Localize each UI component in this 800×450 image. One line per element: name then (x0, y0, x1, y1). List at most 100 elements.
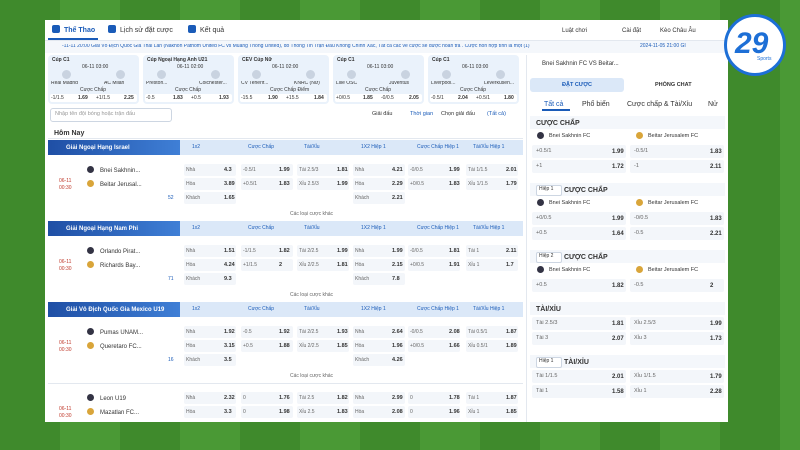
odds-cell[interactable] (353, 340, 405, 352)
odds-value[interactable]: 1.51 (224, 248, 235, 254)
odds-cell[interactable] (466, 340, 518, 352)
odds-value[interactable]: 1.85 (337, 343, 348, 349)
side-tab-active[interactable] (530, 78, 624, 92)
odds-value[interactable]: 2.01 (612, 374, 624, 380)
odds-value[interactable]: 1.83 (710, 216, 722, 222)
odds-value[interactable]: 1.81 (612, 321, 624, 327)
filter-choose[interactable]: Chọn giải đấu (441, 111, 475, 117)
odds-cell[interactable] (466, 326, 518, 338)
odds-cell[interactable] (241, 259, 293, 271)
odds-value[interactable]: 1.92 (279, 329, 290, 335)
nav-tab[interactable]: Kết quả (200, 27, 225, 34)
odds-cell[interactable] (408, 178, 460, 190)
odds-value[interactable]: 7.8 (392, 276, 400, 282)
league-header[interactable] (48, 221, 180, 236)
odds-cell[interactable] (532, 145, 626, 158)
odds-cell[interactable] (408, 340, 460, 352)
odds-value[interactable]: 1.99 (449, 167, 460, 173)
odds-cell[interactable] (408, 245, 460, 257)
odds-cell[interactable] (532, 279, 626, 292)
search-box[interactable] (50, 108, 172, 122)
odds-value[interactable]: 1.83 (279, 181, 290, 187)
odds-cell[interactable] (353, 164, 405, 176)
odds-cell[interactable] (184, 340, 236, 352)
odds-cell[interactable] (184, 245, 236, 257)
more-bets[interactable]: Các loại cược khác (290, 211, 334, 217)
odds-value[interactable]: 2.15 (392, 262, 403, 268)
odds-cell[interactable] (353, 259, 405, 271)
odds-value[interactable]: 1.99 (710, 321, 722, 327)
odds-cell[interactable] (297, 245, 349, 257)
market-header[interactable] (530, 302, 725, 315)
more-bets[interactable]: Các loại cược khác (290, 292, 334, 298)
odds-value[interactable]: 1.7 (506, 262, 514, 268)
odds-value[interactable]: 1.83 (337, 409, 348, 415)
filter-sort[interactable]: Giải đấu (372, 111, 393, 117)
odds-cell[interactable] (532, 332, 626, 345)
side-subtab[interactable]: Tất cả (544, 101, 564, 108)
market-count[interactable]: 16 (168, 357, 174, 363)
nav-link[interactable]: Luật chơi (562, 28, 587, 34)
odds-cell[interactable] (466, 178, 518, 190)
odds-cell[interactable] (353, 273, 405, 285)
odds-cell[interactable] (630, 227, 724, 240)
odds-cell[interactable] (532, 227, 626, 240)
odds-value[interactable]: 1.87 (506, 395, 517, 401)
nav-tab[interactable]: Thể Thao (64, 27, 96, 34)
odds-cell[interactable] (408, 392, 460, 404)
odds-cell[interactable] (630, 317, 724, 330)
odds-value[interactable]: 1.85 (506, 409, 517, 415)
odds-cell[interactable] (466, 259, 518, 271)
odds-value[interactable]: 1.82 (612, 283, 624, 289)
odds-value[interactable]: 4.26 (392, 357, 403, 363)
odds-value[interactable]: 1.64 (612, 231, 624, 237)
odds-cell[interactable] (532, 370, 626, 383)
nav-tab[interactable]: Lịch sử đặt cược (120, 27, 173, 34)
odds-value[interactable]: 3.15 (224, 343, 235, 349)
side-subtab[interactable]: Nử (708, 101, 718, 108)
odds-cell[interactable] (630, 370, 724, 383)
odds-value[interactable]: 1.66 (449, 343, 460, 349)
odds-cell[interactable] (408, 164, 460, 176)
odds-value[interactable]: 1.81 (337, 167, 348, 173)
odds-cell[interactable] (532, 385, 626, 398)
odds-cell[interactable] (184, 326, 236, 338)
odds-value[interactable]: 2 (279, 262, 283, 268)
odds-cell[interactable] (630, 160, 724, 173)
odds-cell[interactable] (297, 178, 349, 190)
odds-value[interactable]: 1.93 (337, 329, 348, 335)
odds-value[interactable]: 1.96 (449, 409, 460, 415)
odds-cell[interactable] (297, 326, 349, 338)
odds-value[interactable]: 1.99 (612, 216, 624, 222)
odds-value[interactable]: 4.21 (392, 167, 403, 173)
odds-value[interactable]: 1.73 (710, 336, 722, 342)
odds-cell[interactable] (184, 164, 236, 176)
odds-cell[interactable] (297, 392, 349, 404)
nav-link[interactable]: Cài đặt (622, 28, 642, 34)
odds-cell[interactable] (184, 354, 236, 366)
market-header[interactable] (530, 116, 725, 129)
odds-cell[interactable] (241, 178, 293, 190)
odds-cell[interactable] (184, 273, 236, 285)
odds-cell[interactable] (630, 332, 724, 345)
odds-cell[interactable] (630, 212, 724, 225)
odds-value[interactable]: 2.11 (710, 164, 722, 170)
odds-value[interactable]: 3.89 (224, 181, 235, 187)
odds-value[interactable]: 1.82 (337, 395, 348, 401)
league-header[interactable] (48, 140, 180, 155)
odds-value[interactable]: 9.3 (224, 276, 232, 282)
odds-value[interactable]: 2.07 (612, 336, 624, 342)
nav-link[interactable]: Kèo Châu Âu (660, 28, 696, 34)
odds-value[interactable]: 1.99 (337, 181, 348, 187)
odds-value[interactable]: 1.92 (224, 329, 235, 335)
odds-cell[interactable] (408, 259, 460, 271)
odds-value[interactable]: 1.83 (710, 149, 722, 155)
odds-value[interactable]: 1.82 (279, 248, 290, 254)
odds-value[interactable]: 1.78 (449, 395, 460, 401)
market-count[interactable]: 71 (168, 276, 174, 282)
odds-value[interactable]: 2.08 (392, 409, 403, 415)
side-subtab[interactable]: Phổ biến (582, 101, 610, 108)
odds-value[interactable]: 1.81 (337, 262, 348, 268)
odds-value[interactable]: 1.99 (392, 248, 403, 254)
odds-cell[interactable] (532, 212, 626, 225)
